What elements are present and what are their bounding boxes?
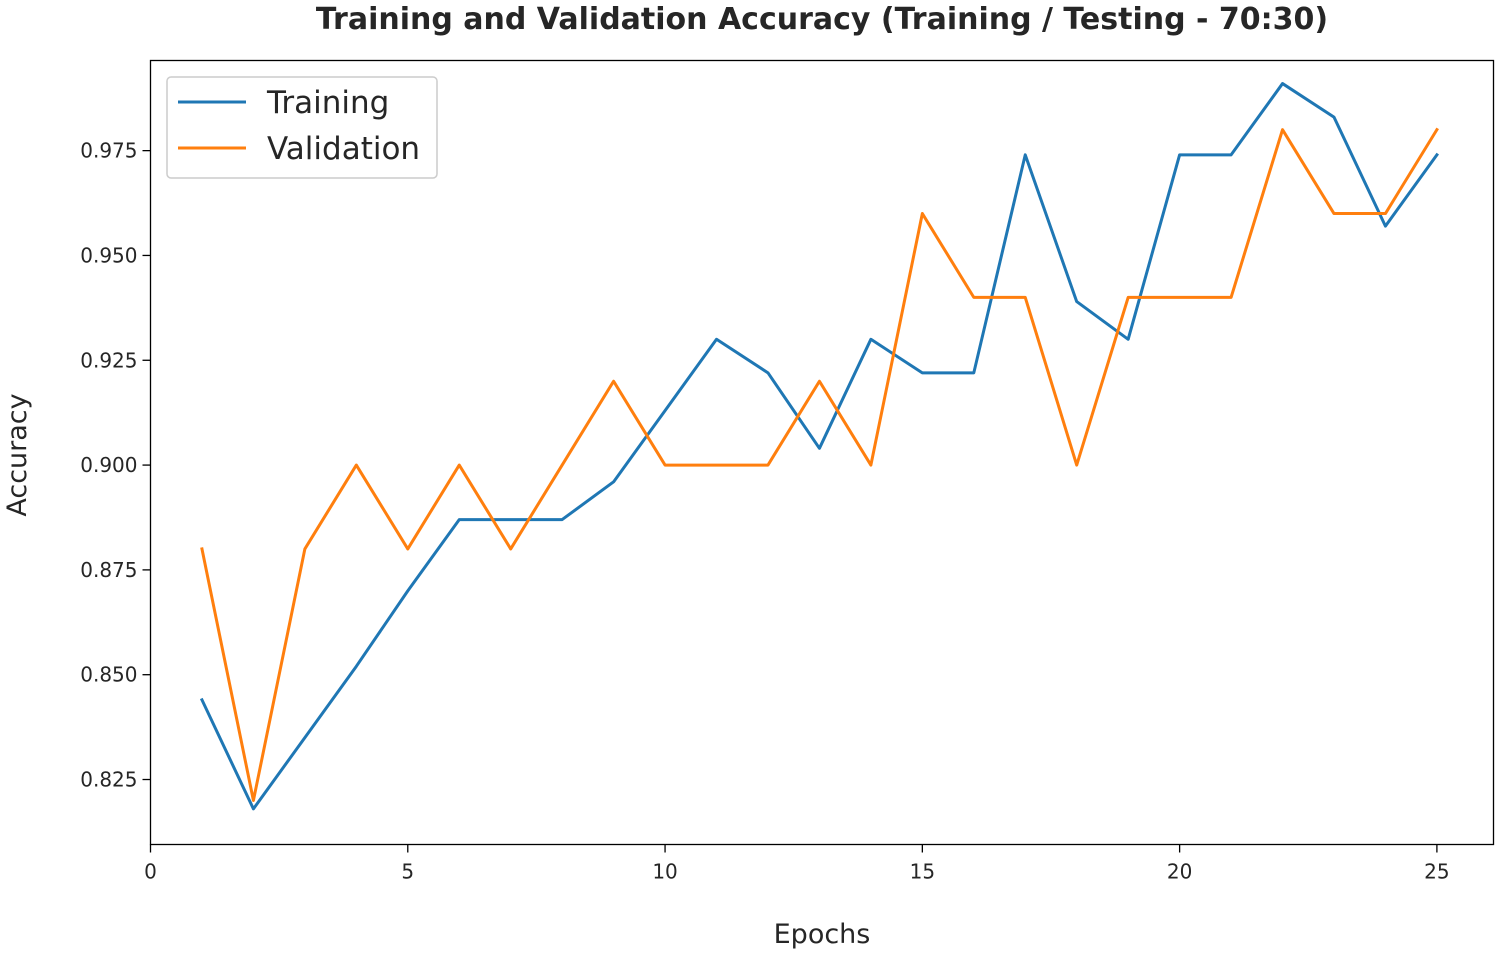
series-line-training — [199, 82, 1439, 811]
y-tick-label: 0.825 — [80, 768, 137, 792]
x-tick-label: 20 — [1167, 860, 1192, 884]
y-tick-label: 0.950 — [80, 243, 137, 267]
series-line-validation — [200, 127, 1439, 802]
x-tick-label: 25 — [1424, 860, 1449, 884]
y-tick-label: 0.850 — [80, 663, 137, 687]
y-tick-label: 0.975 — [80, 139, 137, 163]
x-tick-label: 5 — [401, 860, 414, 884]
y-axis-label: Accuracy — [2, 393, 33, 516]
legend-label-validation: Validation — [267, 131, 420, 167]
legend: Training Validation — [166, 76, 438, 179]
x-tick-label: 15 — [910, 860, 935, 884]
plot-frame — [149, 59, 1495, 846]
y-tick-label: 0.925 — [80, 348, 137, 372]
legend-label-training: Training — [266, 85, 389, 121]
x-tick-label: 0 — [144, 860, 157, 884]
y-tick-label: 0.875 — [80, 558, 137, 582]
series-lines — [199, 82, 1439, 811]
x-axis-label: Epochs — [774, 919, 871, 950]
x-tick-label: 10 — [652, 860, 677, 884]
chart-title: Training and Validation Accuracy (Traini… — [316, 2, 1328, 37]
ticks-group: 0 5 10 15 20 25 0.825 0.850 0.875 0.900 0.925 0.950… — [80, 139, 1449, 884]
y-tick-label: 0.900 — [80, 453, 137, 477]
